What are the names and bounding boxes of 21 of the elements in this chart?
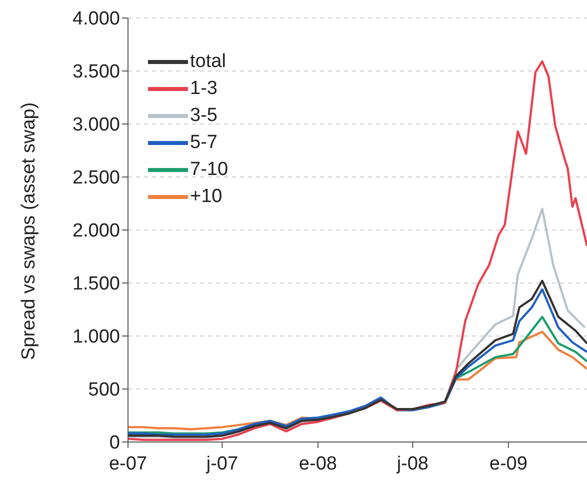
- legend-label: 7-10: [190, 158, 228, 180]
- y-axis-title: Spread vs swaps (asset swap): [18, 102, 40, 360]
- x-tick-label: e-07: [108, 453, 148, 474]
- legend-label: 5-7: [190, 132, 218, 154]
- y-tick-label: 1.500: [72, 274, 120, 295]
- y-tick-label: 500: [88, 380, 120, 401]
- x-tick-label: e-09: [489, 453, 528, 474]
- y-tick-label: 3.000: [72, 114, 120, 136]
- legend-label: +10: [190, 186, 222, 208]
- y-tick-label: 3.500: [72, 62, 120, 83]
- y-tick-label: 1.000: [72, 326, 120, 348]
- x-tick-label: j-08: [396, 453, 429, 474]
- legend-label: 3-5: [190, 104, 218, 126]
- y-tick-label: 2.000: [72, 220, 120, 242]
- x-tick-label: e-08: [298, 453, 337, 474]
- legend-label: 1-3: [190, 78, 218, 100]
- legend-label: total: [190, 50, 226, 72]
- y-tick-label: 0: [109, 432, 120, 454]
- y-tick-label: 4.000: [72, 8, 120, 30]
- x-tick-label: j-07: [205, 453, 238, 474]
- y-tick-label: 2.500: [72, 168, 120, 189]
